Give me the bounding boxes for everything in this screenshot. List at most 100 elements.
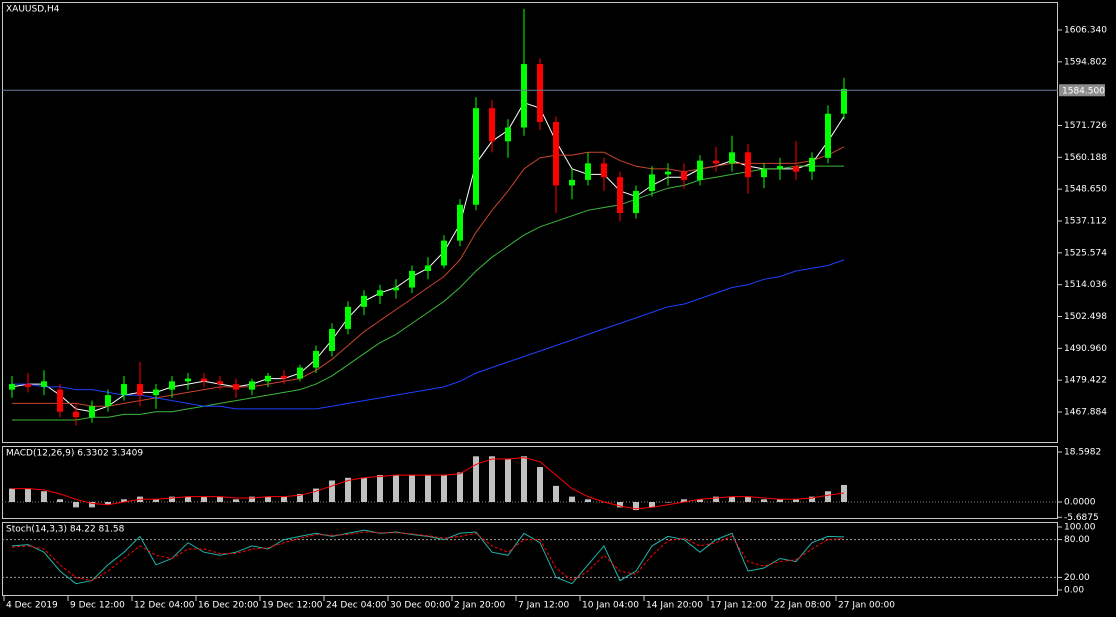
macd-panel-frame	[2, 446, 1058, 519]
candle-body	[473, 108, 479, 205]
histogram-bar	[121, 499, 127, 503]
candle-body	[409, 270, 415, 288]
candle-body	[297, 367, 303, 379]
candle-body	[713, 160, 719, 164]
histogram-bar	[761, 499, 767, 503]
histogram-bar	[393, 475, 399, 503]
histogram-bar	[553, 485, 559, 503]
candle-body	[697, 160, 703, 180]
moving-average	[12, 259, 845, 410]
y-tick-label: 100.00	[1064, 522, 1096, 532]
histogram-bar	[345, 477, 351, 503]
histogram-bar	[681, 499, 687, 503]
histogram-bar	[633, 502, 639, 511]
candle-body	[809, 157, 815, 172]
histogram-bar	[697, 499, 703, 503]
y-tick-label: 1594.802	[1064, 57, 1107, 67]
histogram-bar	[425, 475, 431, 503]
x-tick-label: 12 Dec 04:00	[134, 601, 195, 611]
oscillator-line	[11, 529, 845, 585]
candle-body	[169, 381, 175, 390]
histogram-bar	[217, 496, 223, 503]
histogram-bar	[9, 488, 15, 503]
x-tick-label: 19 Dec 12:00	[262, 601, 323, 611]
candle-body	[537, 64, 543, 122]
candle-body	[25, 384, 31, 387]
current-price-label: 1584.500	[1062, 86, 1105, 96]
candle-body	[601, 163, 607, 178]
histogram-bar	[57, 499, 63, 503]
histogram-bar	[329, 480, 335, 503]
x-tick-label: 10 Jan 04:00	[582, 601, 639, 611]
histogram-bar	[249, 496, 255, 503]
x-tick-label: 4 Dec 2019	[6, 601, 58, 611]
histogram-bar	[377, 475, 383, 503]
panel-title: XAUUSD,H4	[6, 5, 60, 15]
panel-title: Stoch(14,3,3) 84.22 81.58	[6, 525, 125, 535]
candle-body	[137, 384, 143, 396]
candle-body	[377, 290, 383, 296]
histogram-bar	[729, 496, 735, 503]
candle-body	[521, 64, 527, 128]
candle-body	[313, 350, 319, 368]
histogram-bar	[441, 475, 447, 503]
candle-body	[585, 163, 591, 180]
x-tick-label: 2 Jan 20:00	[454, 601, 506, 611]
candle-body	[265, 375, 271, 382]
histogram-bar	[153, 499, 159, 503]
candle-body	[569, 179, 575, 186]
histogram-bar	[473, 456, 479, 503]
histogram-bar	[105, 502, 111, 505]
candle-body	[793, 166, 799, 172]
y-tick-label: -5.6875	[1064, 513, 1099, 523]
candle-body	[281, 375, 287, 379]
x-tick-label: 7 Jan 12:00	[518, 601, 570, 611]
candle-body	[121, 384, 127, 396]
candle-body	[553, 121, 559, 186]
histogram-bar	[809, 496, 815, 503]
histogram-bar	[665, 502, 671, 503]
candle-body	[329, 328, 335, 351]
oscillator-line	[11, 531, 845, 582]
histogram-bar	[537, 467, 543, 503]
histogram-bar	[169, 496, 175, 503]
y-tick-label: 20.00	[1064, 573, 1090, 583]
candle-body	[185, 378, 191, 382]
candle-body	[633, 190, 639, 214]
candle-body	[361, 295, 367, 307]
histogram-bar	[521, 456, 527, 503]
histogram-bar	[569, 496, 575, 503]
candle-body	[89, 406, 95, 418]
histogram-bar	[89, 502, 95, 508]
candle-body	[761, 168, 767, 178]
y-tick-label: 1560.188	[1064, 153, 1107, 163]
candle-body	[345, 306, 351, 329]
moving-average	[12, 146, 845, 407]
candle-body	[9, 384, 15, 390]
y-tick-label: 1502.498	[1064, 312, 1107, 322]
candle-body	[425, 265, 431, 271]
histogram-bar	[649, 502, 655, 508]
candle-body	[393, 287, 399, 291]
histogram-bar	[489, 456, 495, 503]
histogram-bar	[297, 493, 303, 503]
x-tick-label: 16 Dec 20:00	[198, 601, 259, 611]
candle-body	[745, 152, 751, 178]
candle-body	[489, 108, 495, 142]
candle-body	[505, 127, 511, 142]
histogram-bar	[777, 499, 783, 503]
histogram-bar	[361, 477, 367, 503]
histogram-bar	[281, 496, 287, 503]
y-tick-label: 1479.422	[1064, 376, 1107, 386]
histogram-bar	[745, 496, 751, 503]
y-tick-label: 1537.112	[1064, 217, 1107, 227]
candle-body	[825, 113, 831, 158]
main-panel-frame	[2, 2, 1058, 443]
candle-body	[105, 395, 111, 407]
histogram-bar	[313, 488, 319, 503]
x-tick-label: 24 Dec 04:00	[326, 601, 387, 611]
x-tick-label: 22 Jan 08:00	[774, 601, 831, 611]
candle-body	[153, 389, 159, 396]
